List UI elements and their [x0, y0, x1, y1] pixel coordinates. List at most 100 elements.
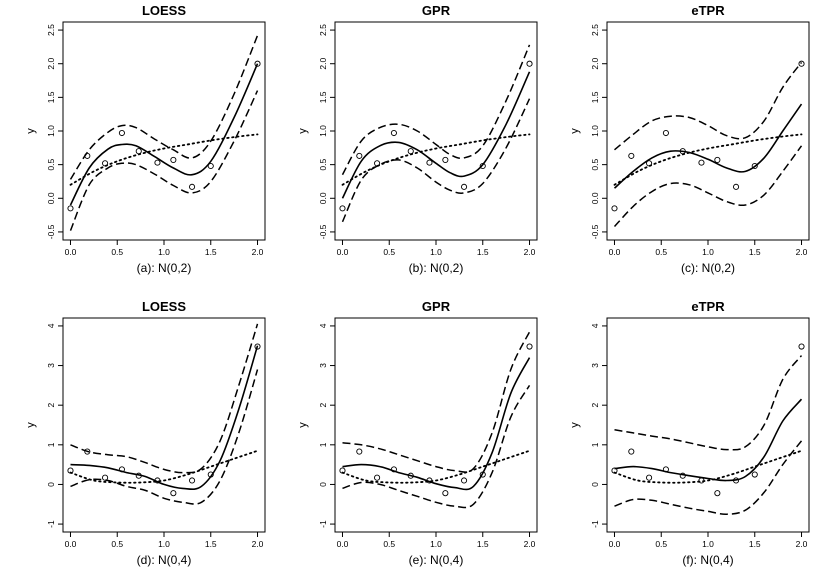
y-axis-label: y [569, 128, 581, 134]
data-point [339, 205, 346, 212]
y-tick-label: -0.5 [46, 224, 56, 239]
fit-line [613, 103, 803, 189]
data-point [154, 477, 161, 484]
data-point [154, 159, 161, 166]
panel-caption: (f): N(0,4) [682, 553, 733, 567]
data-point [461, 183, 468, 190]
data-point [207, 162, 214, 170]
data-point [390, 466, 397, 473]
plot-frame [62, 21, 266, 241]
true-function-line [613, 449, 803, 484]
data-point [170, 156, 177, 163]
data-point [407, 472, 414, 479]
upper-band-line [342, 331, 531, 473]
x-tick-label: 1.5 [205, 247, 217, 257]
lower-band-line [613, 145, 803, 228]
data-point [662, 129, 669, 137]
lower-band-line [70, 369, 259, 505]
plot-frame [62, 317, 266, 533]
data-point [662, 466, 669, 473]
y-axis-label: y [25, 422, 37, 428]
true-function-line [341, 133, 531, 186]
y-tick-label: -1 [46, 520, 56, 528]
x-tick-label: 2.0 [252, 247, 264, 257]
panel-caption: (d): N(0,4) [137, 553, 192, 567]
data-point [479, 471, 486, 478]
fit-line [614, 398, 803, 482]
true-function-line [69, 133, 259, 186]
data-point [679, 148, 686, 155]
x-tick-label: 1.0 [702, 539, 714, 549]
upper-band-line [70, 323, 259, 474]
x-tick-label: 0.0 [65, 247, 77, 257]
lower-band-line [69, 90, 259, 231]
panel-2: GPR 0.0 0.5 1.0 1.5 2.0 -0.5 0.0 0.5 1.0 1.5 2.0 2.5… [297, 3, 538, 275]
x-tick-label: 2.0 [524, 539, 536, 549]
data-point [189, 183, 196, 190]
y-tick-label: 1.5 [590, 91, 600, 103]
y-tick-label: 0.0 [46, 192, 56, 204]
data-point [798, 343, 805, 350]
data-point [374, 474, 381, 481]
x-tick-label: 1.5 [749, 247, 761, 257]
panel-title: LOESS [142, 3, 186, 18]
data-point [135, 472, 142, 479]
y-tick-label: 0.0 [590, 192, 600, 204]
true-function-line [613, 133, 803, 186]
data-point [84, 152, 91, 159]
data-point [714, 156, 721, 163]
panel-6: eTPR 0.0 0.5 1.0 1.5 2.0 -1 0 1 2 3 4 y (f): N(0,4) [569, 299, 810, 567]
data-point [67, 467, 74, 474]
data-point [628, 152, 635, 159]
y-tick-label: 4 [590, 323, 600, 328]
data-point [339, 467, 346, 474]
y-tick-label: 2 [590, 403, 600, 408]
panel-1: LOESS 0.0 0.5 1.0 1.5 2.0 -0.5 0.0 0.5 1.0 1.5 2.0 2… [25, 3, 266, 275]
fit-line [341, 71, 531, 199]
fit-line [342, 357, 531, 491]
data-point [526, 60, 533, 67]
x-tick-label: 0.5 [655, 539, 667, 549]
panel-caption: (a): N(0,2) [137, 261, 192, 275]
y-tick-label: 2.5 [590, 24, 600, 36]
y-tick-label: 0.5 [590, 158, 600, 170]
y-axis-label: y [297, 422, 309, 428]
x-tick-label: 2.0 [252, 539, 264, 549]
panel-caption: (c): N(0,2) [681, 261, 735, 275]
x-tick-label: 0.5 [111, 539, 123, 549]
y-tick-label: 1.5 [46, 91, 56, 103]
y-tick-label: 1.5 [318, 91, 328, 103]
y-tick-label: 0 [318, 482, 328, 487]
y-tick-label: 1.0 [590, 125, 600, 137]
x-tick-label: 2.0 [796, 539, 808, 549]
y-tick-label: -0.5 [318, 224, 328, 239]
data-point [356, 152, 363, 159]
data-point [374, 160, 381, 167]
y-tick-label: -1 [318, 520, 328, 528]
data-point [646, 160, 653, 167]
fit-line [69, 63, 259, 206]
true-function-line [69, 449, 259, 484]
data-point [714, 490, 721, 497]
x-tick-label: 1.5 [205, 539, 217, 549]
x-tick-label: 0.0 [609, 247, 621, 257]
panel-3: eTPR 0.0 0.5 1.0 1.5 2.0 -0.5 0.0 0.5 1.0 1.5 2.0 2.… [569, 3, 810, 275]
y-tick-label: 1.0 [46, 125, 56, 137]
y-tick-label: -0.5 [590, 224, 600, 239]
fit-line [70, 345, 259, 491]
y-tick-label: 4 [318, 323, 328, 328]
data-point [118, 129, 125, 137]
data-point [751, 162, 758, 170]
x-tick-label: 1.5 [477, 539, 489, 549]
data-point [442, 156, 449, 163]
data-point [207, 471, 214, 478]
y-tick-label: 1 [590, 442, 600, 447]
y-tick-label: 2.0 [46, 58, 56, 70]
x-tick-label: 2.0 [524, 247, 536, 257]
data-point [102, 474, 109, 481]
data-point [118, 466, 125, 473]
x-tick-label: 1.0 [430, 539, 442, 549]
data-point [611, 467, 618, 474]
data-point [390, 129, 397, 137]
